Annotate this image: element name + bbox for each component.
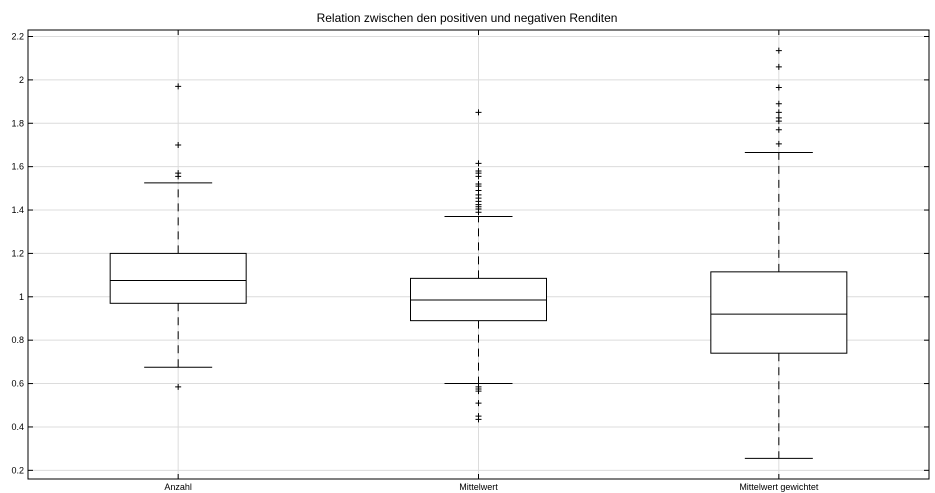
outlier-marker xyxy=(775,140,782,147)
iqr-box xyxy=(410,277,547,322)
iqr-box xyxy=(710,271,848,354)
outlier-marker xyxy=(475,167,482,174)
chart-title: Relation zwischen den positiven und nega… xyxy=(317,11,618,25)
outlier-marker xyxy=(475,383,482,390)
outlier-marker xyxy=(475,160,482,167)
y-tick-label: 1.6 xyxy=(11,162,24,172)
outlier-marker xyxy=(775,63,782,70)
axes: 0.2 0.4 0.6 0.8 1 1.2 1.4 1.6 1.8 2 2.2 Anzahl Mitte… xyxy=(11,29,930,492)
box-mittelwert-gewichtet xyxy=(710,47,848,459)
outlier-marker xyxy=(175,170,182,177)
x-category-label: Mittelwert xyxy=(459,482,498,492)
box-mittelwert xyxy=(410,109,547,423)
outlier-marker xyxy=(175,141,182,148)
y-tick-label: 0.4 xyxy=(11,422,24,432)
outlier-marker xyxy=(175,383,182,390)
y-tick-label: 0.2 xyxy=(11,465,24,475)
y-tick-label: 1.8 xyxy=(11,118,24,128)
outlier-marker xyxy=(775,114,782,121)
y-tick-label: 1.2 xyxy=(11,248,24,258)
outlier-marker xyxy=(475,413,482,420)
outlier-marker xyxy=(775,126,782,133)
boxes xyxy=(109,47,848,459)
outlier-marker xyxy=(475,109,482,116)
y-tick-label: 0.8 xyxy=(11,335,24,345)
iqr-box xyxy=(109,252,247,304)
x-category-label: Mittelwert gewichtet xyxy=(739,482,819,492)
outlier-marker xyxy=(775,100,782,107)
outlier-marker xyxy=(475,400,482,407)
y-tick-label: 0.6 xyxy=(11,379,24,389)
y-tick-label: 2 xyxy=(19,75,24,85)
outlier-marker xyxy=(775,109,782,116)
outlier-marker xyxy=(175,83,182,90)
x-category-label: Anzahl xyxy=(164,482,192,492)
y-tick-label: 1 xyxy=(19,292,24,302)
outlier-marker xyxy=(775,47,782,54)
box-anzahl xyxy=(109,83,247,390)
y-tick-label: 1.4 xyxy=(11,205,24,215)
y-tick-label: 2.2 xyxy=(11,32,24,42)
outlier-marker xyxy=(775,84,782,91)
outlier-marker xyxy=(475,181,482,188)
